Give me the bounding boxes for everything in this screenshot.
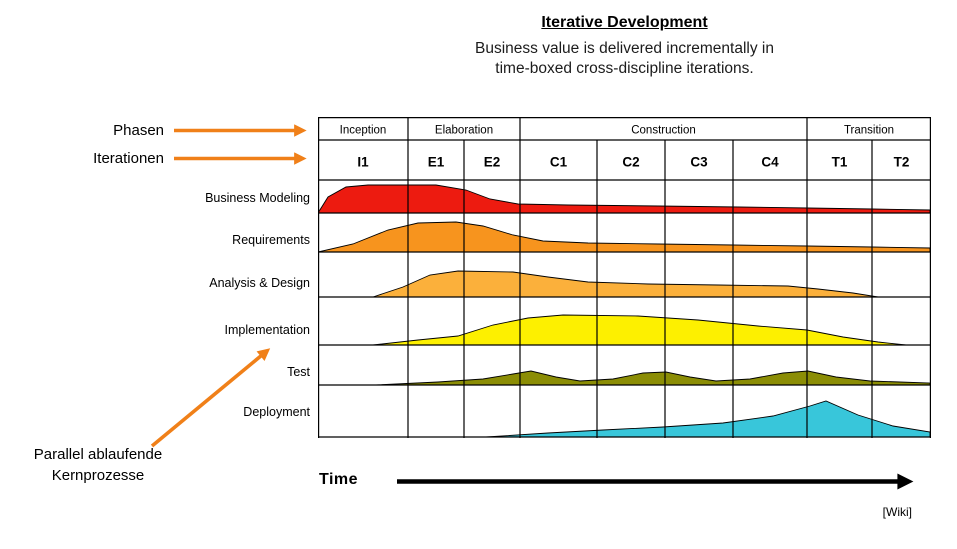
hump-requirements xyxy=(317,221,931,253)
iteration-label-t2: T2 xyxy=(894,155,910,170)
time-axis-label: Time xyxy=(319,471,359,488)
hump-deployment xyxy=(485,400,931,438)
discipline-label-deployment: Deployment xyxy=(243,405,310,419)
iterations-annotation-label: Iterationen xyxy=(93,150,164,167)
iteration-label-e1: E1 xyxy=(428,155,445,170)
hump-chart-svg: Inception Elaboration Construction Transiti… xyxy=(317,117,932,438)
parallel-annotation-line-1: Parallel ablaufende xyxy=(33,446,163,463)
phase-label-construction: Construction xyxy=(631,125,696,137)
attribution-label: [Wiki] xyxy=(882,505,912,519)
iteration-label-c3: C3 xyxy=(690,155,708,170)
subtitle-line-2: time-boxed cross-discipline iterations. xyxy=(495,60,754,78)
figure-title: Iterative Development xyxy=(541,14,708,31)
phase-label-inception: Inception xyxy=(340,125,387,137)
subtitle-line-1: Business value is delivered incrementall… xyxy=(475,40,774,57)
hump-test xyxy=(375,370,931,386)
figure-header: Iterative Development Business value is … xyxy=(318,14,931,80)
phase-label-elaboration: Elaboration xyxy=(435,125,493,137)
discipline-label-test: Test xyxy=(287,365,310,379)
iteration-label-i1: I1 xyxy=(357,155,369,170)
iteration-label-t1: T1 xyxy=(832,155,848,170)
iteration-label-c2: C2 xyxy=(622,155,639,170)
phases-annotation-label: Phasen xyxy=(113,122,164,139)
discipline-label-business-modeling: Business Modeling xyxy=(205,191,310,205)
phase-label-transition: Transition xyxy=(844,125,894,137)
iteration-label-e2: E2 xyxy=(484,155,501,170)
discipline-label-implementation: Implementation xyxy=(224,323,310,337)
discipline-label-requirements: Requirements xyxy=(232,233,310,247)
hump-implementation xyxy=(372,314,907,346)
discipline-label-analysis-design: Analysis & Design xyxy=(209,276,310,290)
iteration-label-c1: C1 xyxy=(550,155,568,170)
figure-subtitle: Business value is delivered incrementall… xyxy=(318,39,931,80)
iteration-label-c4: C4 xyxy=(761,155,779,170)
parallel-processes-annotation: Parallel ablaufende Kernprozesse xyxy=(2,444,194,486)
hump-business-modeling xyxy=(317,184,931,214)
parallel-annotation-line-2: Kernprozesse xyxy=(51,467,145,484)
rup-hump-chart: Inception Elaboration Construction Transiti… xyxy=(317,117,932,443)
hump-analysis-design xyxy=(372,270,879,298)
